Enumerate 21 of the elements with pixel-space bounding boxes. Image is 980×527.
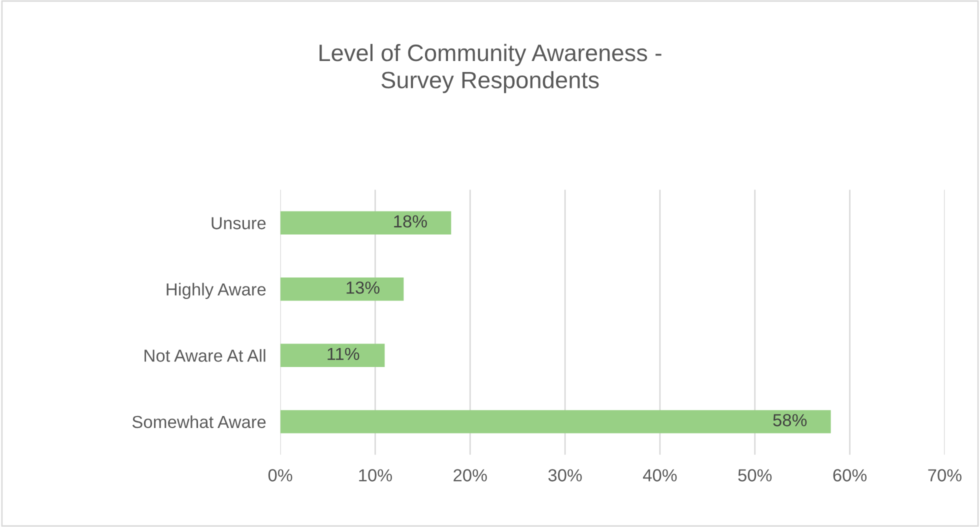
- x-tick-label: 20%: [454, 469, 487, 482]
- data-label: 58%: [773, 414, 807, 426]
- x-tick-label: 40%: [642, 469, 677, 482]
- bar: [280, 278, 404, 301]
- data-label: 11%: [328, 348, 360, 360]
- x-tick-label: 50%: [738, 469, 772, 482]
- y-tick-label: Highly Aware: [166, 282, 266, 300]
- x-tick-label: 30%: [548, 469, 582, 482]
- y-tick-label: Unsure: [212, 217, 266, 230]
- data-label: 18%: [394, 215, 427, 228]
- bar: [280, 211, 452, 234]
- x-tick-label: 0%: [268, 469, 292, 482]
- chart-title: Level of Community Awareness - Survey Respondents: [320, 44, 662, 94]
- bar: [280, 410, 831, 434]
- data-label: 13%: [346, 281, 380, 294]
- x-tick-label: 10%: [359, 469, 392, 482]
- bar: [280, 344, 385, 367]
- x-tick-label: 60%: [833, 469, 867, 482]
- y-tick-label: Not Aware At All: [144, 349, 266, 362]
- y-tick-label: Somewhat Aware: [132, 415, 266, 428]
- x-tick-label: 70%: [928, 469, 962, 482]
